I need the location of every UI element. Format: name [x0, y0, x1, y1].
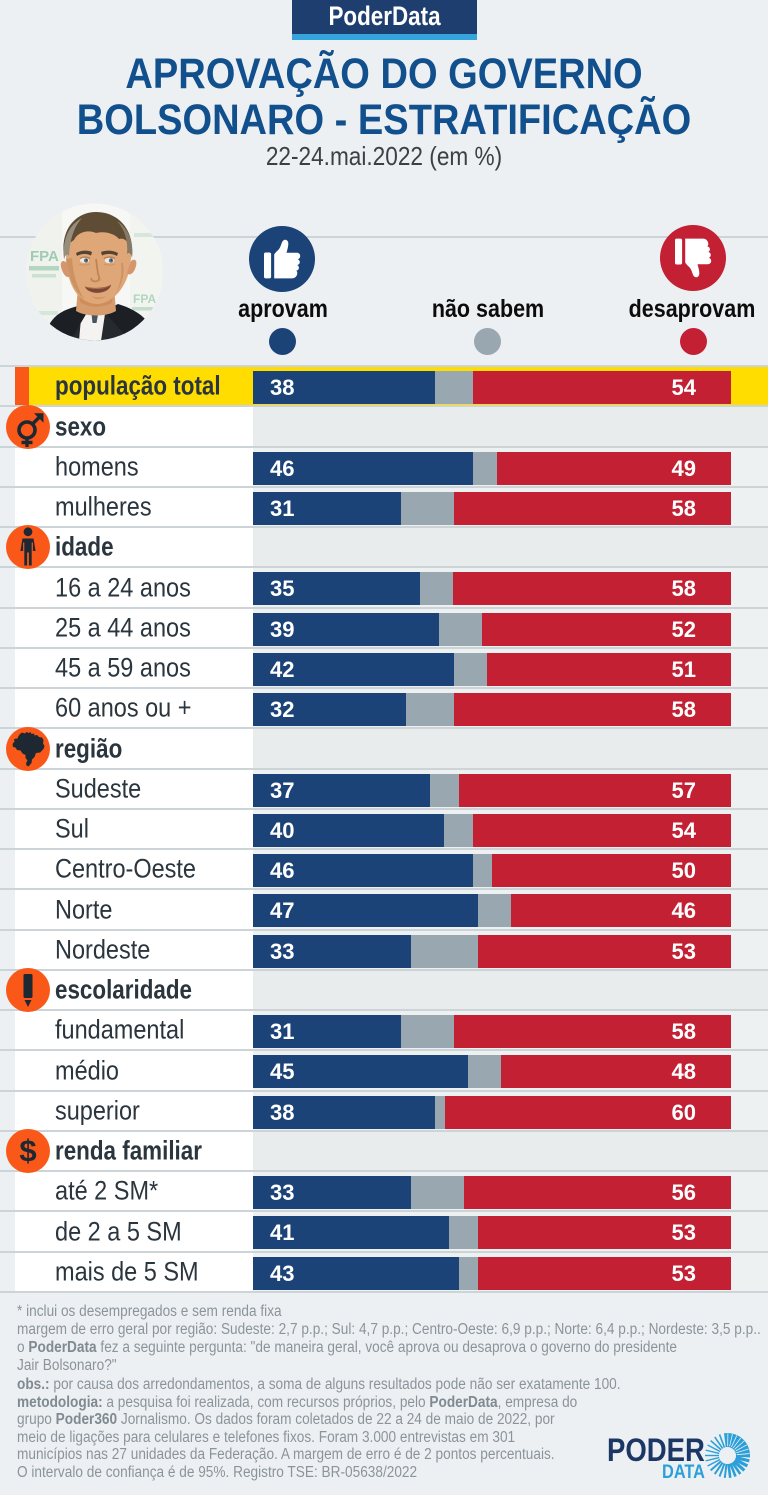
svg-text:PODER: PODER: [607, 1433, 705, 1468]
svg-text:FPA: FPA: [133, 292, 156, 306]
svg-text:DATA: DATA: [662, 1461, 705, 1482]
svg-text:FPA: FPA: [30, 248, 59, 265]
